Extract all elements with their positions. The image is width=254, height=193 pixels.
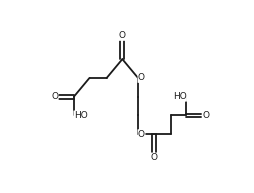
Text: O: O (51, 92, 58, 101)
Text: O: O (138, 73, 145, 82)
Text: O: O (202, 111, 209, 120)
Text: O: O (119, 31, 126, 40)
Text: O: O (138, 130, 145, 139)
Text: HO: HO (173, 92, 186, 101)
Text: O: O (150, 153, 157, 162)
Text: HO: HO (74, 111, 88, 120)
